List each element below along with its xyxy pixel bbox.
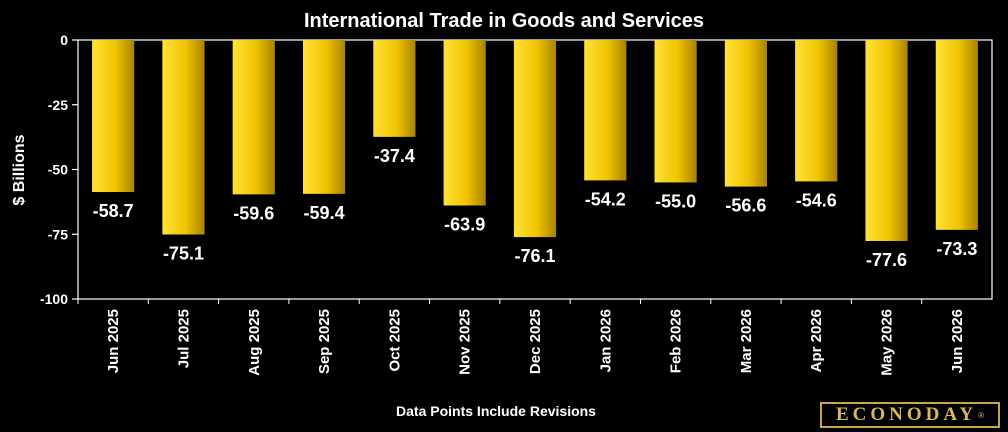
bar bbox=[162, 40, 205, 235]
footnote: Data Points Include Revisions bbox=[396, 403, 596, 419]
data-label: -73.3 bbox=[936, 239, 977, 259]
y-tick-label: -50 bbox=[48, 162, 68, 178]
data-label: -75.1 bbox=[163, 244, 204, 264]
bar bbox=[92, 40, 135, 193]
bar bbox=[584, 40, 627, 181]
x-category-label: Jun 2025 bbox=[105, 309, 122, 373]
data-label: -63.9 bbox=[444, 215, 485, 235]
x-category-label: Aug 2025 bbox=[246, 309, 263, 376]
x-category-label: Dec 2025 bbox=[527, 309, 544, 374]
x-category-label: Nov 2025 bbox=[457, 309, 474, 375]
bar bbox=[302, 40, 346, 194]
data-label: -54.2 bbox=[585, 189, 626, 209]
data-label: -59.6 bbox=[233, 203, 274, 223]
x-axis-categories: Jun 2025 Jul 2025 Aug 2025 Sep 2025 Oct 2025… bbox=[77, 299, 966, 376]
x-category-label: Feb 2026 bbox=[668, 309, 685, 373]
data-label: -76.1 bbox=[514, 246, 555, 266]
data-label: -77.6 bbox=[866, 250, 907, 270]
x-category-label: Jun 2026 bbox=[949, 309, 966, 373]
bar bbox=[724, 40, 768, 187]
y-tick-label: -25 bbox=[48, 97, 68, 113]
data-label: -58.7 bbox=[93, 201, 134, 221]
bar bbox=[795, 40, 838, 182]
bar bbox=[865, 40, 908, 241]
data-labels: -58.7 -75.1 -59.6 -59.4 -37.4 -63.9 -76.1 -54.2… bbox=[93, 146, 978, 270]
bar bbox=[935, 40, 978, 230]
y-tick-label: -75 bbox=[48, 226, 68, 242]
econoday-logo: ECONODAY ® bbox=[820, 402, 1000, 428]
y-axis-label: $ Billions bbox=[11, 134, 28, 205]
x-category-label: Sep 2025 bbox=[316, 309, 333, 374]
bars bbox=[92, 40, 978, 241]
bar bbox=[654, 40, 697, 183]
x-category-label: Jan 2026 bbox=[597, 309, 614, 372]
bar bbox=[443, 40, 486, 206]
data-label: -55.0 bbox=[655, 191, 696, 211]
bar bbox=[373, 40, 416, 137]
x-category-label: Mar 2026 bbox=[738, 309, 755, 373]
x-category-label: Apr 2026 bbox=[808, 309, 825, 372]
y-axis-ticks: 0 -25 -50 -75 -100 bbox=[40, 32, 78, 307]
x-category-label: Jul 2025 bbox=[175, 309, 192, 368]
y-tick-label: 0 bbox=[60, 32, 68, 48]
data-label: -54.6 bbox=[796, 190, 837, 210]
x-category-label: May 2026 bbox=[879, 309, 896, 376]
bar bbox=[513, 40, 557, 238]
chart-title: International Trade in Goods and Service… bbox=[304, 10, 704, 32]
x-category-label: Oct 2025 bbox=[386, 309, 403, 372]
data-label: -37.4 bbox=[374, 146, 415, 166]
y-tick-label: -100 bbox=[40, 291, 68, 307]
bar bbox=[232, 40, 275, 195]
data-label: -56.6 bbox=[725, 196, 766, 216]
logo-text: ECONODAY bbox=[836, 404, 978, 425]
logo-registered-mark: ® bbox=[978, 410, 984, 420]
data-label: -59.4 bbox=[304, 203, 345, 223]
